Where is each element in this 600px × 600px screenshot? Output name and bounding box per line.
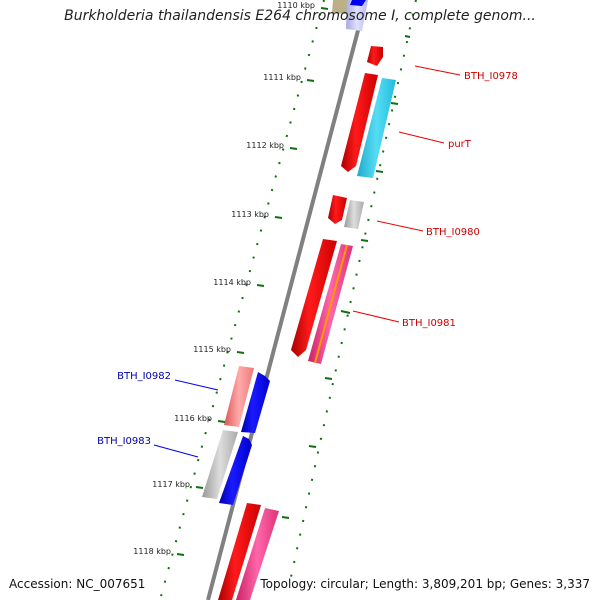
gene-labels: BTH_I0978 purT BTH_I0980 BTH_I0981 BTH_I… — [97, 71, 518, 447]
kbp-tick-label: 1111 kbp — [263, 73, 301, 82]
gene-label-bth-i0983[interactable]: BTH_I0983 — [97, 436, 151, 447]
map-title: Burkholderia thailandensis E264 chromoso… — [64, 8, 536, 24]
kbp-tick-mark — [289, 147, 298, 150]
accession-text: Accession: NC_007651 — [9, 577, 146, 591]
kbp-tick-label: 1117 kbp — [152, 480, 190, 489]
gene-label-bth-i0980[interactable]: BTH_I0980 — [426, 227, 480, 238]
gene-bth-i0983-feature[interactable] — [202, 430, 252, 505]
kbp-tick-mark — [176, 553, 185, 556]
kbp-tick-label: 1115 kbp — [193, 345, 231, 354]
kbp-tick-mark — [236, 351, 245, 354]
kbp-tick-label: 1114 kbp — [213, 278, 251, 287]
gene-top-partial-feature[interactable] — [332, 0, 368, 31]
kbp-tick-label: 1113 kbp — [231, 210, 269, 219]
reverse-dotted-track — [159, 0, 325, 600]
gene-label-purt[interactable]: purT — [448, 139, 472, 150]
callout-lines — [153, 65, 461, 458]
kbp-tick-label: 1112 kbp — [246, 141, 284, 150]
gene-label-bth-i0981[interactable]: BTH_I0981 — [402, 318, 456, 329]
gene-label-bth-i0978[interactable]: BTH_I0978 — [464, 71, 518, 82]
gene-bth-i0982-feature[interactable] — [224, 366, 270, 433]
kbp-tick-mark — [274, 216, 283, 219]
kbp-tick-mark — [256, 284, 265, 287]
kbp-tick-mark — [217, 420, 226, 423]
kbp-ticks: 1110 kbp 1111 kbp 1112 kbp 1113 kbp 1114 kbp… — [133, 1, 329, 556]
kbp-tick-mark — [320, 7, 329, 10]
kbp-tick-mark — [306, 79, 315, 82]
gene-bth-i0980-feature[interactable] — [328, 195, 364, 229]
chromosome-backbone — [206, 0, 368, 600]
gene-lower-forward-feature[interactable] — [218, 503, 279, 600]
gene-label-bth-i0982[interactable]: BTH_I0982 — [117, 371, 171, 382]
kbp-tick-label: 1118 kbp — [133, 547, 171, 556]
kbp-tick-label: 1116 kbp — [174, 414, 212, 423]
forward-track-dashes — [281, 35, 411, 519]
kbp-tick-mark — [195, 486, 204, 489]
kbp-tick-label: 1110 kbp — [277, 1, 315, 10]
topology-summary-text: Topology: circular; Length: 3,809,201 bp… — [260, 577, 590, 591]
gene-purt-feature[interactable] — [341, 73, 396, 178]
gene-bth-i0978-feature[interactable] — [367, 46, 383, 66]
gene-bth-i0981-feature[interactable] — [291, 239, 353, 364]
